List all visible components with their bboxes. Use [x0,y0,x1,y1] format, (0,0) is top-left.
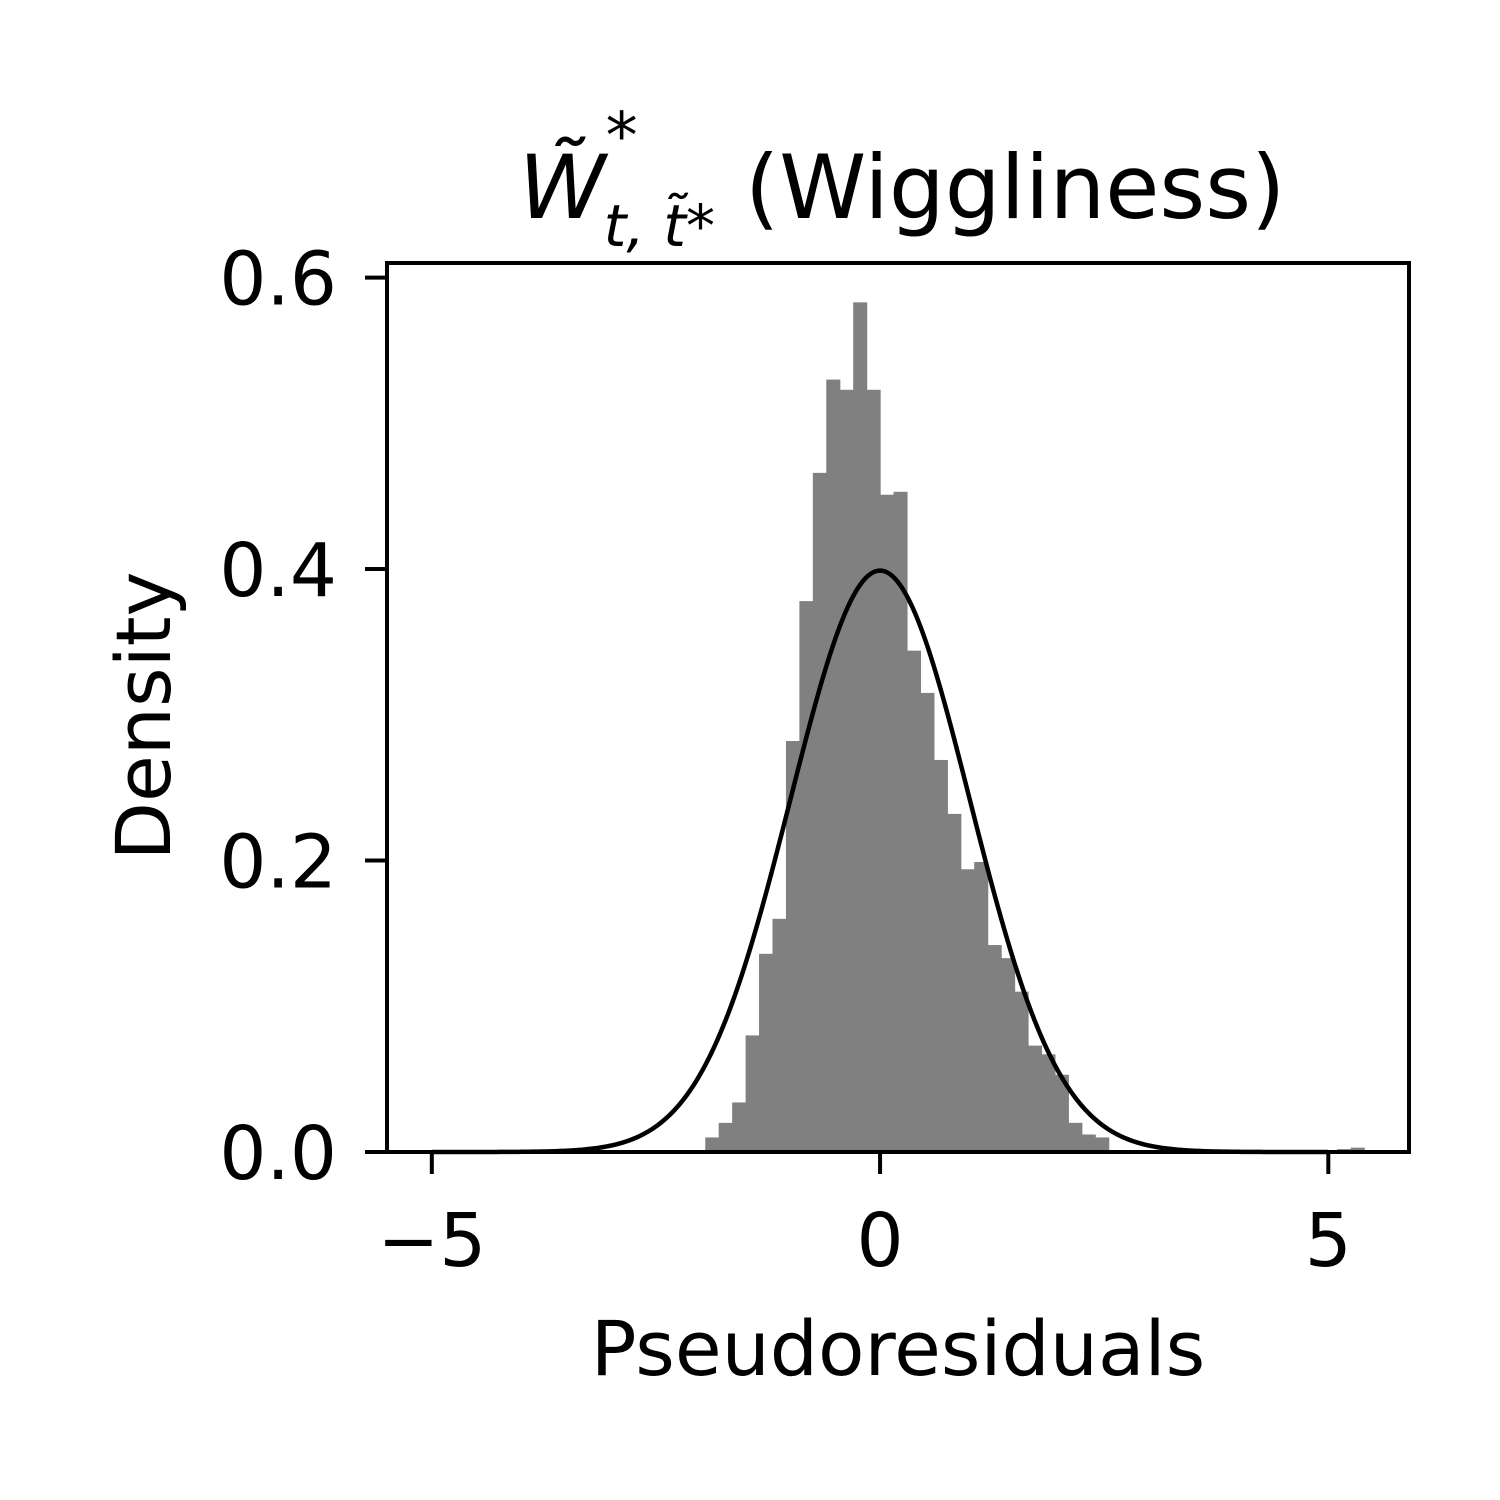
histogram-bar [974,861,989,1152]
histogram-bar [705,1137,720,1152]
histogram-bar [826,379,841,1152]
title-superscript: * [606,100,638,174]
y-tick-label: 0.6 [219,237,337,323]
histogram-bar [772,918,787,1152]
histogram-bar [1054,1074,1069,1152]
title-subscript: t, t̃* [604,191,715,260]
histogram-bar [1027,1045,1043,1152]
reference-curve-group [431,568,1329,1155]
y-axis-ticks: 0.0 0.2 0.4 0.6 [219,237,387,1197]
x-axis-label: Pseudoresiduals [591,1304,1206,1393]
histogram-bar [893,491,908,1152]
y-tick-label: 0.0 [219,1111,337,1197]
title-symbol: W̃ [519,136,609,239]
histogram-bars [705,302,1365,1152]
histogram-bar [1068,1122,1083,1152]
histogram-bar [718,1122,733,1152]
histogram-bar [866,389,881,1152]
y-tick-label: 0.4 [219,528,337,614]
x-tick-label: 0 [857,1198,904,1284]
histogram-bar [839,389,854,1152]
plot-frame [385,261,1411,1154]
histogram-bar [1001,958,1016,1152]
y-tick-label: 0.2 [219,820,337,906]
y-axis-label: Density [99,572,188,861]
title-text: (Wiggliness) [745,136,1285,239]
histogram-bar [785,741,800,1152]
histogram-bar [812,472,827,1152]
histogram-bar [1014,991,1029,1152]
histogram-bar [920,692,935,1152]
histogram-bar [880,494,895,1152]
histogram-bar [960,869,975,1152]
histogram-bar [1041,1054,1056,1152]
histogram-bar [745,1035,760,1152]
histogram-bar [1081,1134,1096,1152]
histogram-bar [732,1102,747,1152]
chart-title: W̃* t, t̃* (Wiggliness) [519,100,1286,260]
histogram-bar [933,759,948,1152]
histogram-bar [987,945,1002,1152]
histogram-bar [1095,1137,1110,1152]
histogram-bar [759,953,774,1152]
x-tick-label: 5 [1305,1198,1352,1284]
histogram-bar [853,302,868,1152]
histogram-bar [1350,1147,1365,1152]
histogram-bar [799,601,814,1152]
normal-pdf-curve [431,568,1329,1155]
x-tick-label: −5 [377,1198,486,1284]
histogram-bar [906,650,922,1152]
x-axis-ticks: −5 0 5 [377,1152,1352,1284]
histogram-bar [947,813,962,1152]
